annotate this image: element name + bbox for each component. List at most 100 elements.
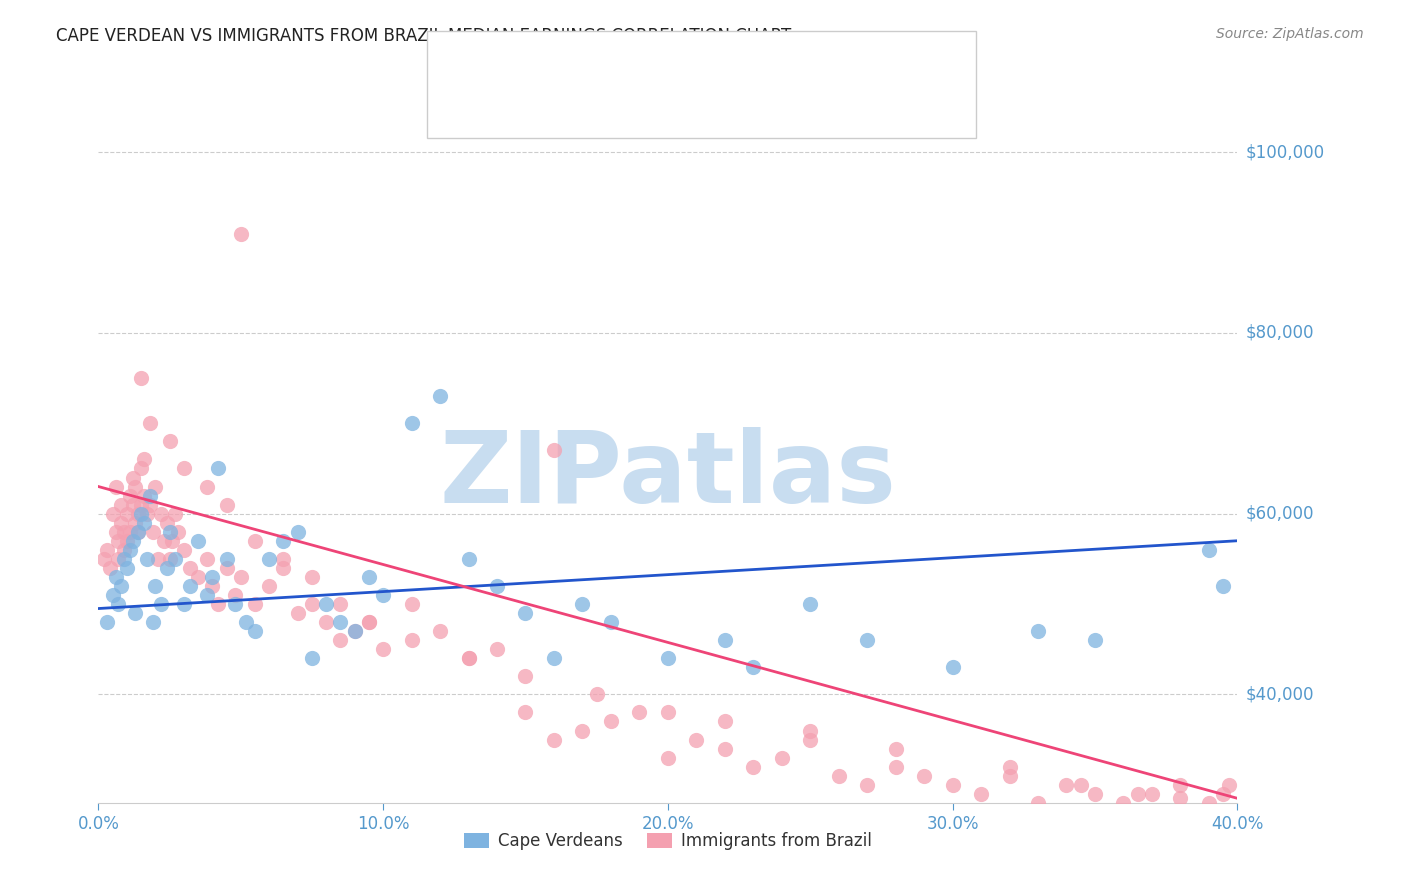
Point — [138, 498, 160, 512]
Point — [167, 524, 190, 539]
Point — [215, 561, 238, 575]
Point — [110, 498, 132, 512]
Point — [1218, 778, 1240, 792]
Point — [315, 615, 337, 629]
Point — [1070, 778, 1092, 792]
Point — [799, 597, 821, 611]
Point — [235, 615, 257, 629]
Point — [401, 597, 423, 611]
Text: N =: N = — [583, 94, 627, 109]
Point — [373, 588, 395, 602]
Point — [357, 570, 380, 584]
Point — [301, 651, 323, 665]
Point — [124, 479, 146, 493]
Point — [1212, 787, 1234, 801]
Point — [1026, 796, 1049, 810]
Point — [543, 651, 565, 665]
Point — [110, 579, 132, 593]
Point — [884, 741, 907, 756]
Point — [515, 606, 537, 620]
Point — [96, 615, 118, 629]
Point — [104, 570, 127, 584]
Point — [301, 597, 323, 611]
Text: 58: 58 — [640, 58, 661, 73]
Point — [657, 750, 679, 764]
Text: -0.503: -0.503 — [517, 94, 572, 109]
Point — [1084, 633, 1107, 648]
Point — [301, 570, 323, 584]
Point — [1198, 542, 1220, 557]
Point — [273, 561, 295, 575]
Point — [1084, 787, 1107, 801]
Point — [135, 551, 157, 566]
Point — [187, 533, 209, 548]
Point — [457, 651, 479, 665]
Text: $60,000: $60,000 — [1246, 505, 1315, 523]
Point — [135, 507, 157, 521]
Point — [259, 551, 281, 566]
Point — [714, 633, 737, 648]
Point — [543, 443, 565, 458]
Point — [224, 597, 246, 611]
Point — [315, 597, 337, 611]
Text: $100,000: $100,000 — [1246, 144, 1324, 161]
Point — [486, 579, 509, 593]
Text: R =: R = — [478, 94, 512, 109]
Point — [229, 227, 252, 241]
Text: ■: ■ — [454, 58, 472, 77]
Point — [429, 389, 451, 403]
Point — [401, 417, 423, 431]
Point — [118, 542, 141, 557]
Point — [129, 461, 152, 475]
Point — [195, 551, 218, 566]
Point — [215, 498, 238, 512]
Point — [742, 660, 765, 674]
Text: 0.140: 0.140 — [520, 58, 568, 73]
Point — [150, 597, 173, 611]
Point — [585, 687, 607, 701]
Point — [124, 516, 146, 530]
Point — [187, 570, 209, 584]
Point — [243, 533, 266, 548]
Point — [329, 615, 352, 629]
Point — [107, 533, 129, 548]
Point — [224, 588, 246, 602]
Point — [115, 561, 138, 575]
Point — [970, 787, 993, 801]
Point — [93, 551, 115, 566]
Point — [153, 533, 176, 548]
Text: N =: N = — [583, 58, 627, 73]
Point — [165, 551, 187, 566]
Point — [215, 551, 238, 566]
Point — [173, 461, 195, 475]
Point — [770, 750, 793, 764]
Point — [141, 615, 163, 629]
Point — [1026, 624, 1049, 639]
Point — [287, 524, 309, 539]
Point — [112, 551, 135, 566]
Point — [912, 769, 935, 783]
Point — [742, 759, 765, 773]
Point — [373, 642, 395, 657]
Point — [138, 489, 160, 503]
Text: $40,000: $40,000 — [1246, 685, 1315, 704]
Point — [159, 434, 181, 449]
Point — [110, 516, 132, 530]
Point — [1198, 796, 1220, 810]
Point — [98, 561, 121, 575]
Point — [118, 524, 141, 539]
Point — [273, 533, 295, 548]
Point — [112, 524, 135, 539]
Point — [179, 561, 201, 575]
Point — [201, 579, 224, 593]
Point — [942, 778, 965, 792]
Point — [1212, 579, 1234, 593]
Point — [129, 507, 152, 521]
Point — [104, 479, 127, 493]
Point — [115, 507, 138, 521]
Text: $80,000: $80,000 — [1246, 324, 1315, 342]
Point — [127, 507, 149, 521]
Point — [129, 498, 152, 512]
Point — [571, 723, 593, 738]
Point — [195, 588, 218, 602]
